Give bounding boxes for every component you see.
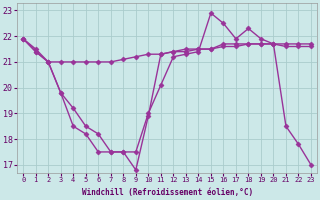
X-axis label: Windchill (Refroidissement éolien,°C): Windchill (Refroidissement éolien,°C) bbox=[82, 188, 253, 197]
